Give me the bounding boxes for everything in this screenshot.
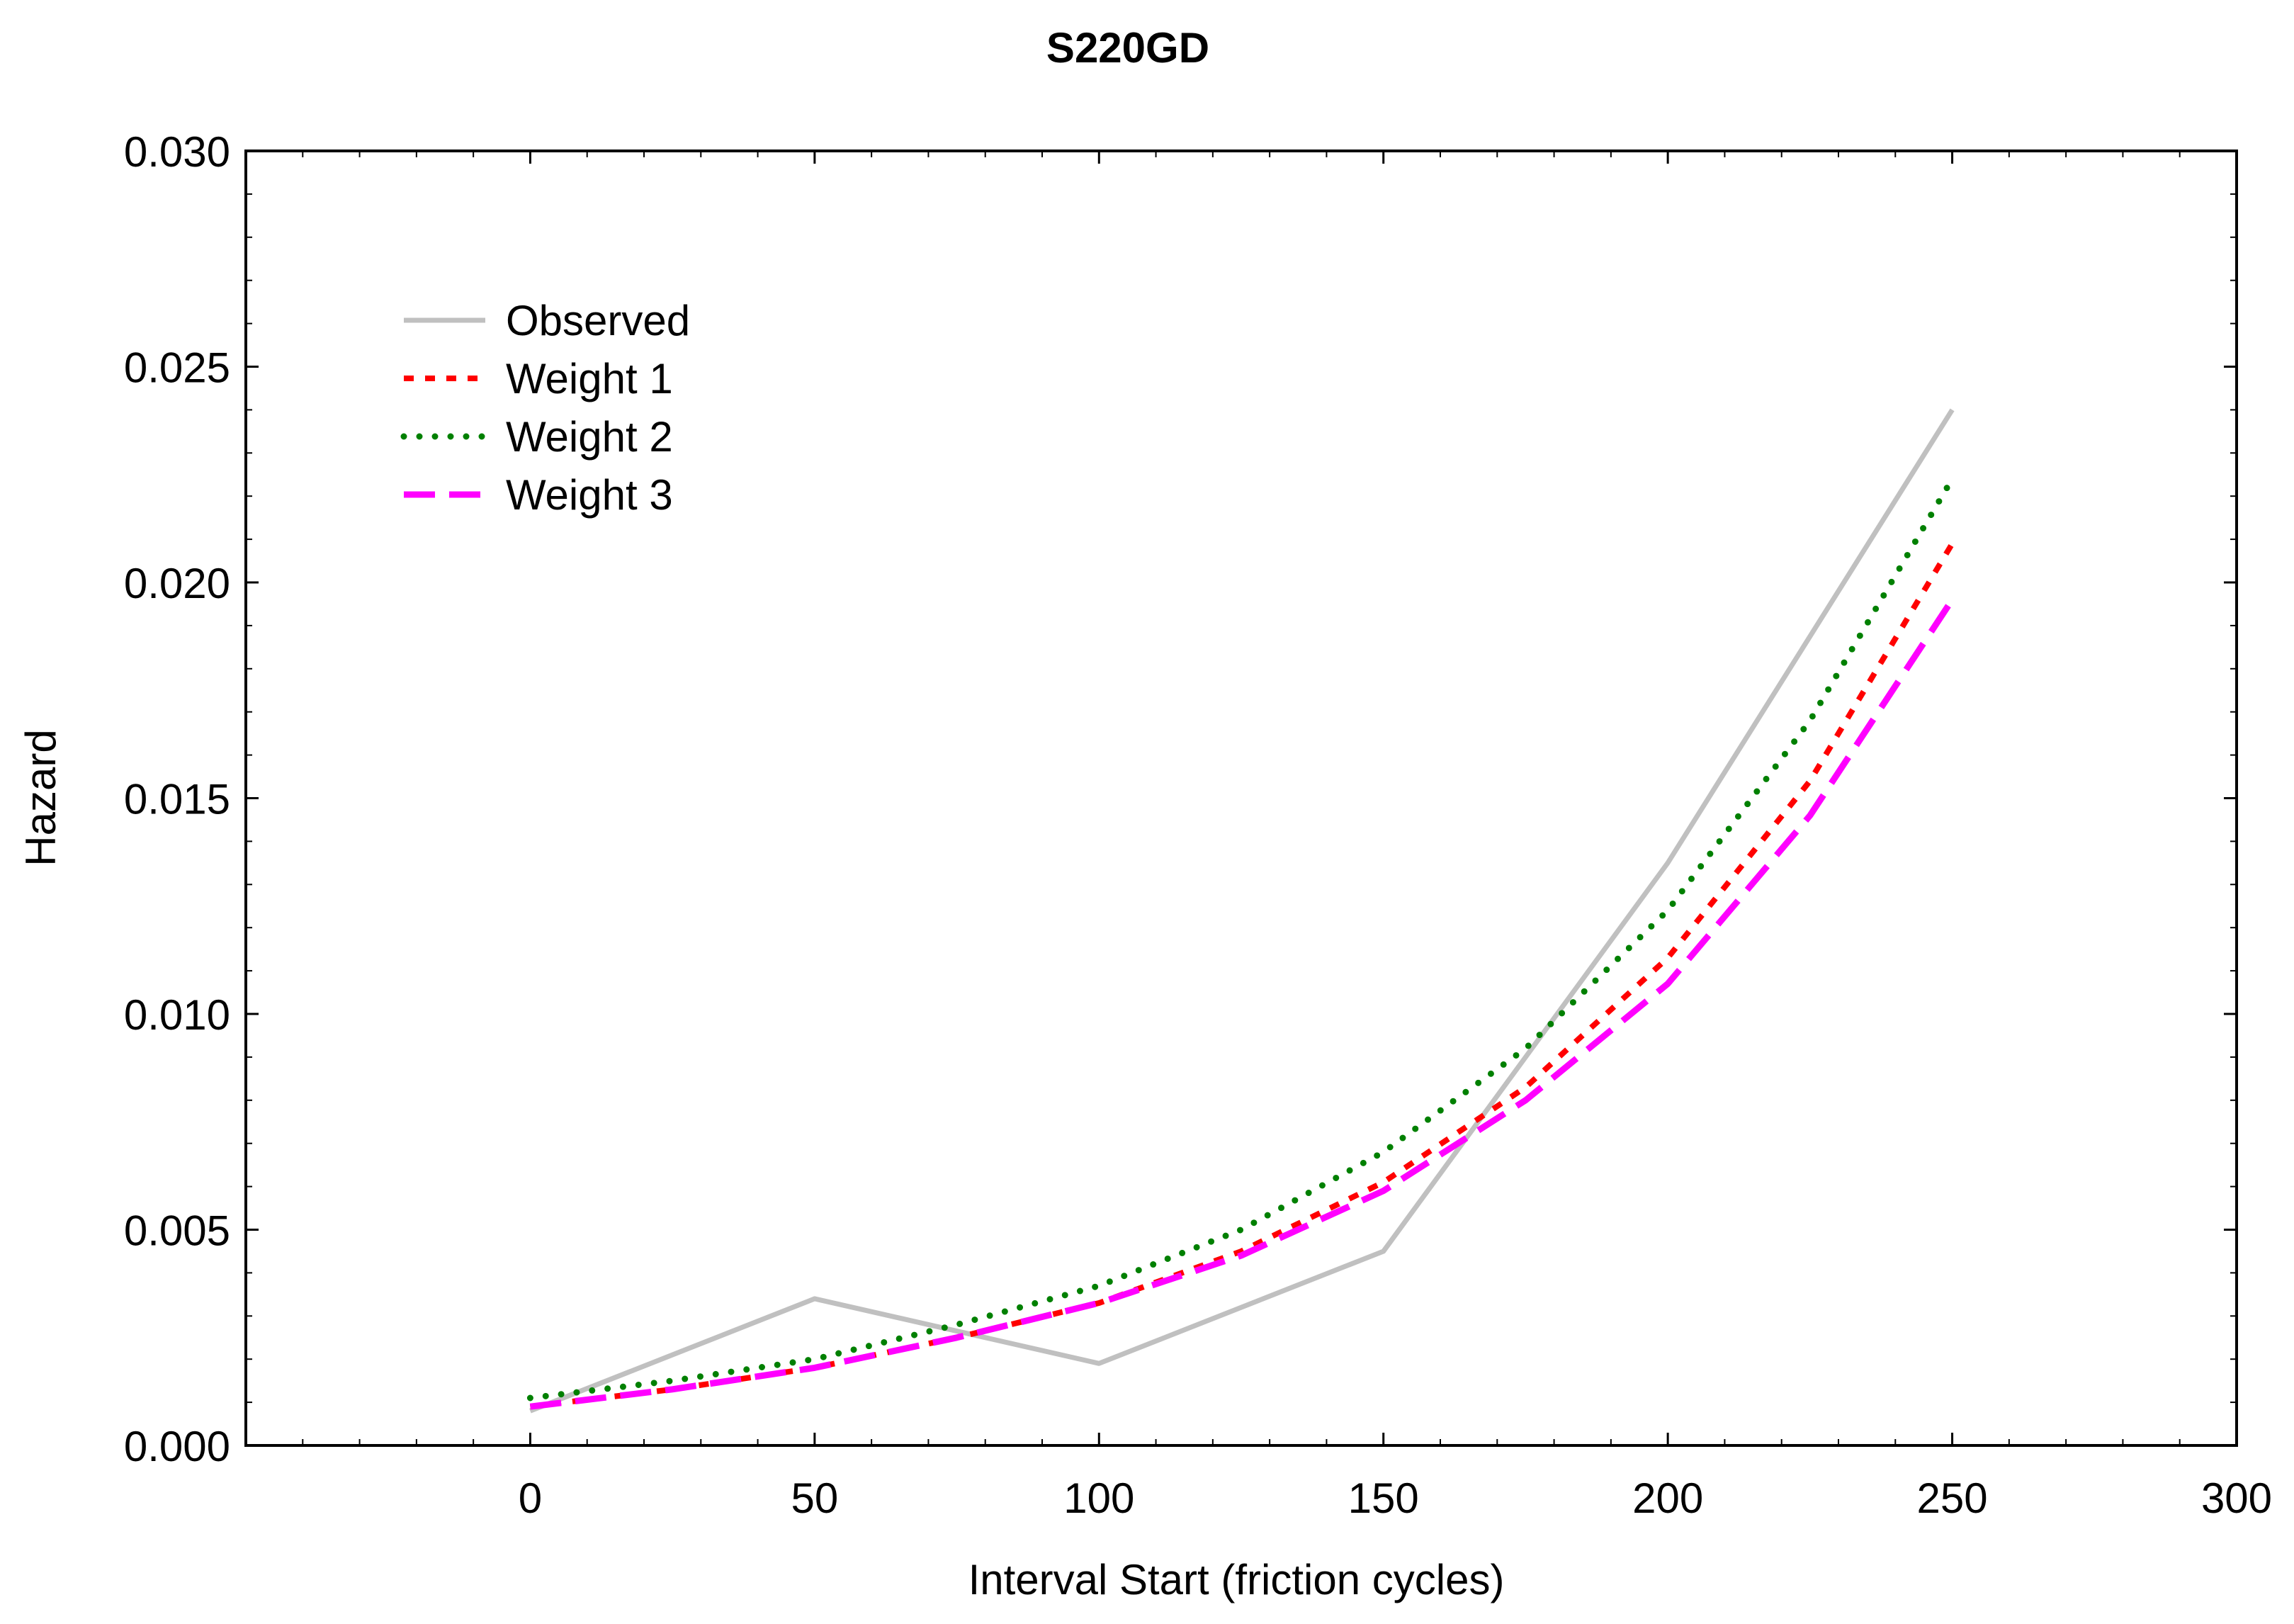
y-tick-label: 0.015 [124,776,230,823]
x-tick-label: 100 [1063,1474,1134,1522]
series-line-observed [529,408,1955,1414]
x-tick-label: 150 [1348,1474,1419,1522]
series-line-weight-3 [529,597,1955,1410]
y-tick-label: 0.000 [124,1423,230,1470]
x-tick-label: 50 [791,1474,838,1522]
x-axis-label: Interval Start (friction cycles) [968,1556,1505,1603]
chart-title: S220GD [1046,24,1209,72]
series-line-weight-2 [526,475,1956,1402]
x-tick-label: 0 [519,1474,542,1522]
legend: Observed Weight 1 Weight 2 Weight 3 [400,297,690,519]
legend-label: Weight 2 [506,413,673,461]
x-tick-label: 300 [2201,1474,2272,1522]
legend-label: Observed [506,297,690,344]
y-tick-label: 0.005 [124,1207,230,1255]
axis-ticks: 0 50 100 150 200 250 300 0.000 0.005 0.010 0.015 0.… [124,128,2272,1522]
y-tick-label: 0.025 [124,344,230,392]
series-line-weight-1 [529,542,1955,1410]
legend-label: Weight 3 [506,471,673,519]
x-tick-label: 200 [1632,1474,1703,1522]
y-axis-label: Hazard [17,729,64,866]
y-tick-label: 0.030 [124,128,230,176]
series-lines [526,408,1956,1414]
y-tick-label: 0.020 [124,560,230,607]
legend-label: Weight 1 [506,355,673,402]
y-tick-label: 0.010 [124,991,230,1039]
x-tick-label: 250 [1917,1474,1988,1522]
